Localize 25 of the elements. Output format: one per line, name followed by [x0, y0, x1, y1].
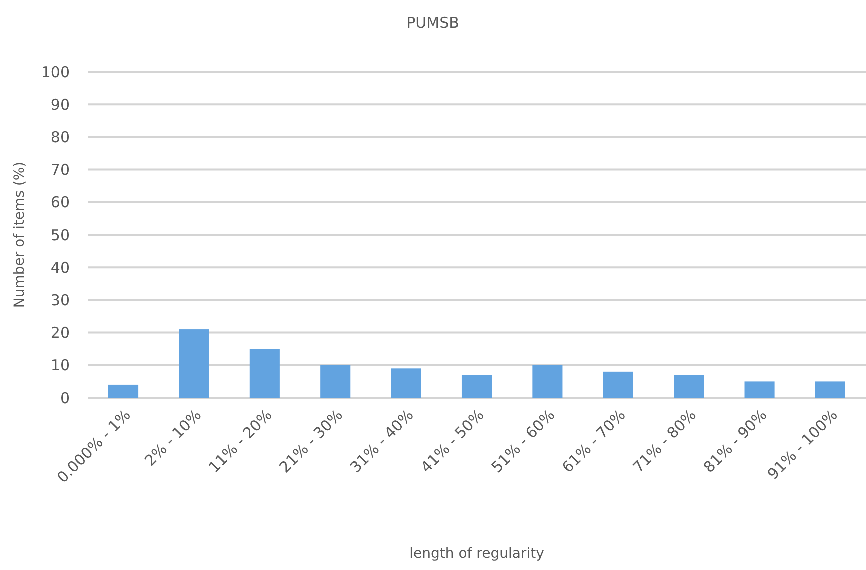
bar	[815, 382, 846, 398]
y-tick-label: 60	[50, 194, 70, 212]
y-tick-label: 50	[50, 226, 70, 244]
bar	[744, 382, 775, 398]
bar	[108, 384, 139, 398]
y-tick-label: 40	[50, 258, 70, 277]
y-tick-label: 0	[60, 389, 70, 408]
y-tick-label: 80	[50, 128, 70, 146]
bar	[674, 375, 704, 398]
bar	[532, 365, 563, 398]
y-tick-label: 90	[50, 96, 70, 114]
y-tick-label: 30	[50, 291, 70, 310]
bar	[320, 365, 351, 398]
chart-title: PUMSB	[406, 14, 460, 32]
y-tick-label: 70	[50, 161, 70, 180]
y-tick-label: 100	[41, 63, 70, 82]
y-axis-title: Number of items (%)	[12, 162, 28, 308]
bar	[462, 375, 492, 398]
bar	[250, 349, 280, 398]
bar	[603, 372, 634, 398]
y-tick-label: 20	[50, 324, 70, 342]
x-axis-title: length of regularity	[410, 546, 544, 562]
bar	[391, 368, 422, 398]
bar	[179, 330, 210, 398]
y-tick-label: 10	[50, 356, 70, 375]
